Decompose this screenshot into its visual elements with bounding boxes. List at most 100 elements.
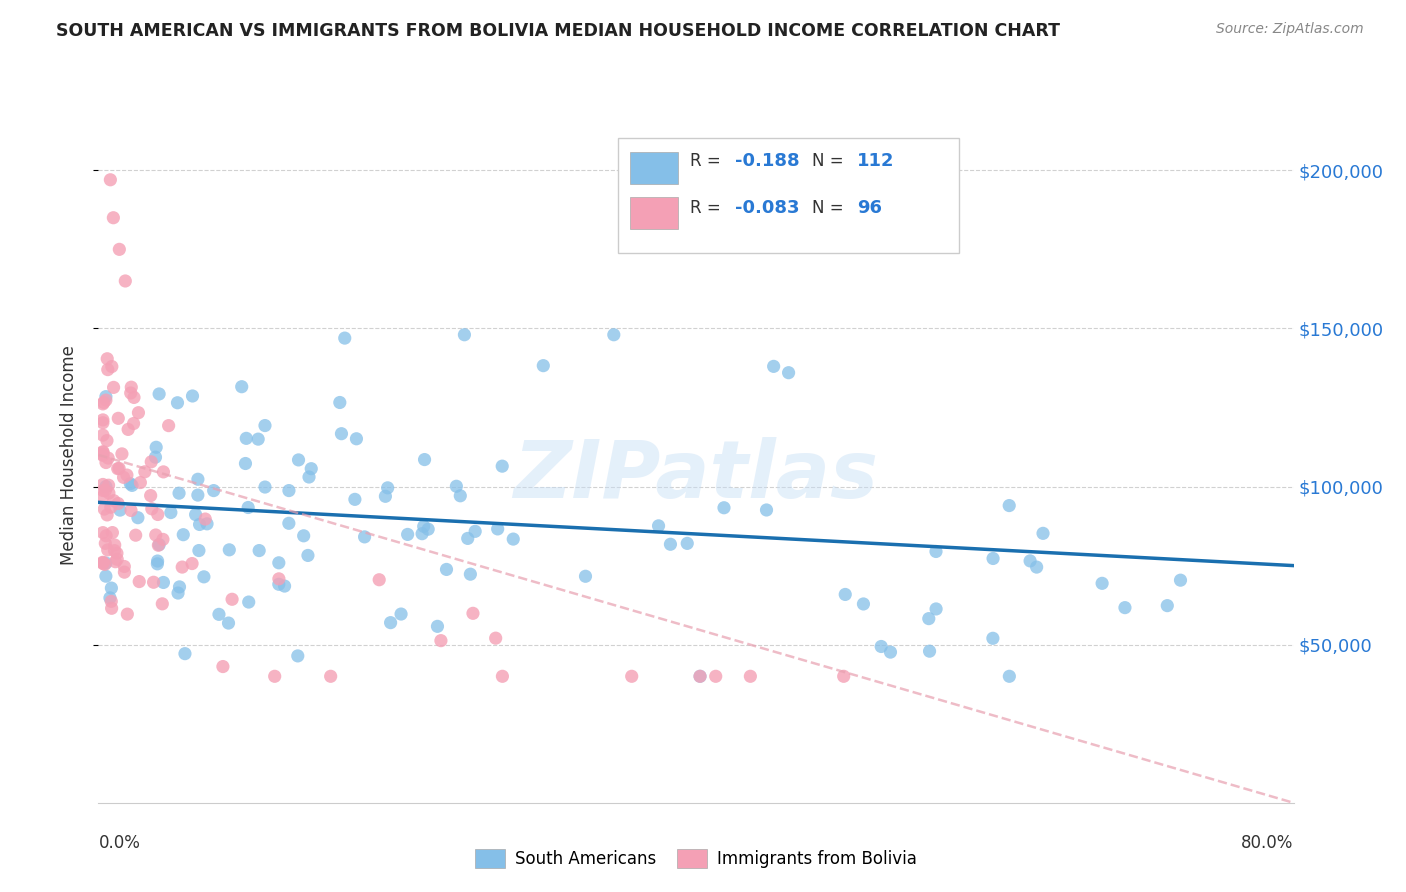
Point bbox=[253, 480, 276, 494]
Point bbox=[218, 615, 240, 630]
Point bbox=[277, 516, 299, 531]
Point bbox=[368, 573, 391, 587]
Point bbox=[120, 476, 142, 491]
Point bbox=[998, 499, 1021, 513]
Point bbox=[91, 444, 114, 458]
Point bbox=[105, 552, 128, 566]
Point bbox=[689, 669, 711, 683]
Point bbox=[94, 390, 117, 404]
Point bbox=[460, 567, 482, 582]
Point bbox=[981, 551, 1004, 566]
Point bbox=[925, 544, 948, 558]
Point bbox=[120, 386, 142, 401]
Point bbox=[94, 556, 117, 570]
Point bbox=[146, 508, 169, 522]
Point bbox=[485, 631, 508, 645]
Text: 112: 112 bbox=[858, 153, 894, 170]
Point bbox=[97, 542, 120, 557]
Point bbox=[253, 418, 276, 433]
Point bbox=[221, 592, 243, 607]
Point bbox=[981, 632, 1004, 646]
Point bbox=[353, 530, 375, 544]
Point bbox=[879, 645, 901, 659]
Legend: South Americans, Immigrants from Bolivia: South Americans, Immigrants from Bolivia bbox=[468, 842, 924, 874]
Point bbox=[413, 452, 436, 467]
Point bbox=[231, 380, 253, 394]
Point bbox=[491, 459, 513, 474]
Point bbox=[160, 506, 183, 520]
Point bbox=[94, 393, 117, 408]
Point bbox=[103, 380, 125, 394]
Text: R =: R = bbox=[690, 199, 725, 217]
Y-axis label: Median Household Income: Median Household Income bbox=[59, 345, 77, 565]
Point bbox=[287, 453, 309, 467]
Point bbox=[148, 387, 170, 401]
Point bbox=[91, 448, 114, 462]
Point bbox=[704, 669, 727, 683]
Point bbox=[713, 500, 735, 515]
Point bbox=[273, 579, 295, 593]
Point bbox=[97, 478, 120, 492]
Point bbox=[94, 536, 117, 550]
Point bbox=[247, 432, 270, 446]
Point bbox=[94, 483, 117, 498]
Point bbox=[208, 607, 231, 622]
Text: ZIPatlas: ZIPatlas bbox=[513, 437, 879, 515]
Point bbox=[247, 543, 270, 558]
Point bbox=[134, 465, 156, 479]
Point bbox=[145, 450, 167, 465]
Point bbox=[100, 173, 122, 187]
Point bbox=[142, 575, 165, 590]
Point bbox=[91, 525, 114, 540]
Point bbox=[1114, 600, 1136, 615]
Point bbox=[676, 536, 699, 550]
Point bbox=[107, 461, 129, 475]
Point bbox=[91, 483, 114, 498]
Point bbox=[139, 489, 162, 503]
Point bbox=[94, 479, 117, 493]
Point bbox=[93, 395, 115, 409]
Point bbox=[101, 359, 124, 374]
Point bbox=[436, 562, 458, 576]
Point bbox=[689, 669, 711, 683]
Point bbox=[100, 601, 122, 615]
Point bbox=[426, 619, 449, 633]
Point bbox=[343, 492, 366, 507]
Point bbox=[193, 570, 215, 584]
FancyBboxPatch shape bbox=[619, 138, 959, 253]
Point bbox=[181, 389, 204, 403]
Point bbox=[998, 669, 1021, 683]
Point bbox=[169, 580, 191, 594]
Point bbox=[267, 556, 290, 570]
Point bbox=[172, 527, 194, 541]
Point bbox=[194, 512, 217, 526]
Point bbox=[238, 500, 260, 515]
Text: Source: ZipAtlas.com: Source: ZipAtlas.com bbox=[1216, 22, 1364, 37]
Point bbox=[172, 560, 194, 574]
Point bbox=[101, 525, 124, 540]
Point bbox=[298, 470, 321, 484]
Text: 80.0%: 80.0% bbox=[1241, 834, 1294, 852]
Point bbox=[108, 461, 131, 475]
Point bbox=[461, 607, 484, 621]
Point bbox=[128, 574, 150, 589]
Point bbox=[91, 448, 114, 462]
Point bbox=[187, 543, 209, 558]
Point bbox=[918, 612, 941, 626]
Point bbox=[96, 529, 118, 543]
Point bbox=[659, 537, 682, 551]
Point bbox=[389, 607, 412, 621]
Point bbox=[299, 461, 322, 475]
Point bbox=[202, 483, 225, 498]
Text: 0.0%: 0.0% bbox=[98, 834, 141, 852]
Point bbox=[112, 565, 135, 579]
Point bbox=[449, 489, 471, 503]
Point bbox=[574, 569, 596, 583]
Point bbox=[145, 440, 167, 454]
Point bbox=[1170, 573, 1192, 587]
Point bbox=[141, 455, 163, 469]
Point bbox=[319, 669, 342, 683]
Point bbox=[122, 391, 145, 405]
Text: SOUTH AMERICAN VS IMMIGRANTS FROM BOLIVIA MEDIAN HOUSEHOLD INCOME CORRELATION CH: SOUTH AMERICAN VS IMMIGRANTS FROM BOLIVI… bbox=[56, 22, 1060, 40]
Point bbox=[457, 532, 479, 546]
